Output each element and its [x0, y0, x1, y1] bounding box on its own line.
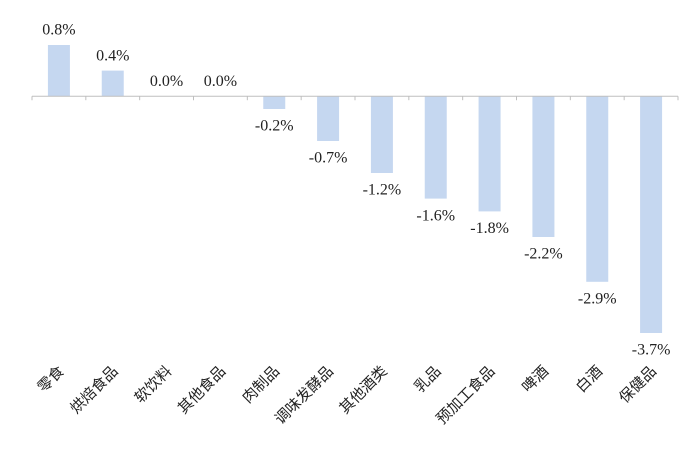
x-tick-label: 保健品	[616, 363, 660, 407]
bar	[424, 96, 447, 199]
value-label: -1.8%	[470, 220, 509, 237]
x-tick-label: 调味发酵品	[272, 363, 337, 428]
x-tick-label: 其他食品	[175, 363, 229, 417]
x-tick-label: 预加工食品	[433, 363, 498, 428]
value-label: -1.6%	[416, 207, 455, 224]
bar	[640, 96, 663, 333]
x-tick-label: 乳品	[411, 363, 444, 396]
value-label: 0.0%	[150, 73, 183, 90]
bar	[478, 96, 501, 212]
value-label: -1.2%	[363, 182, 402, 199]
x-tick-label: 啤酒	[519, 363, 552, 396]
bar	[370, 96, 393, 173]
bar	[47, 45, 70, 97]
x-tick-label: 零食	[35, 363, 68, 396]
bar	[101, 70, 124, 97]
value-label: -3.7%	[632, 342, 671, 359]
value-label: 0.8%	[42, 22, 75, 39]
value-label: 0.4%	[96, 47, 129, 64]
value-label: -0.2%	[255, 118, 294, 135]
x-tick-label: 白酒	[573, 363, 606, 396]
value-label: -2.9%	[578, 290, 617, 307]
x-tick-label: 其他酒类	[336, 363, 390, 417]
x-tick-label: 烘焙食品	[67, 363, 121, 417]
bar	[263, 96, 286, 109]
x-tick-label: 软饮料	[132, 363, 176, 407]
bar	[586, 96, 609, 282]
value-label: -2.2%	[524, 246, 563, 263]
bar	[317, 96, 340, 141]
value-label: 0.0%	[204, 73, 237, 90]
x-tick-label: 肉制品	[239, 363, 283, 407]
value-label: -0.7%	[309, 150, 348, 167]
bar	[532, 96, 555, 237]
